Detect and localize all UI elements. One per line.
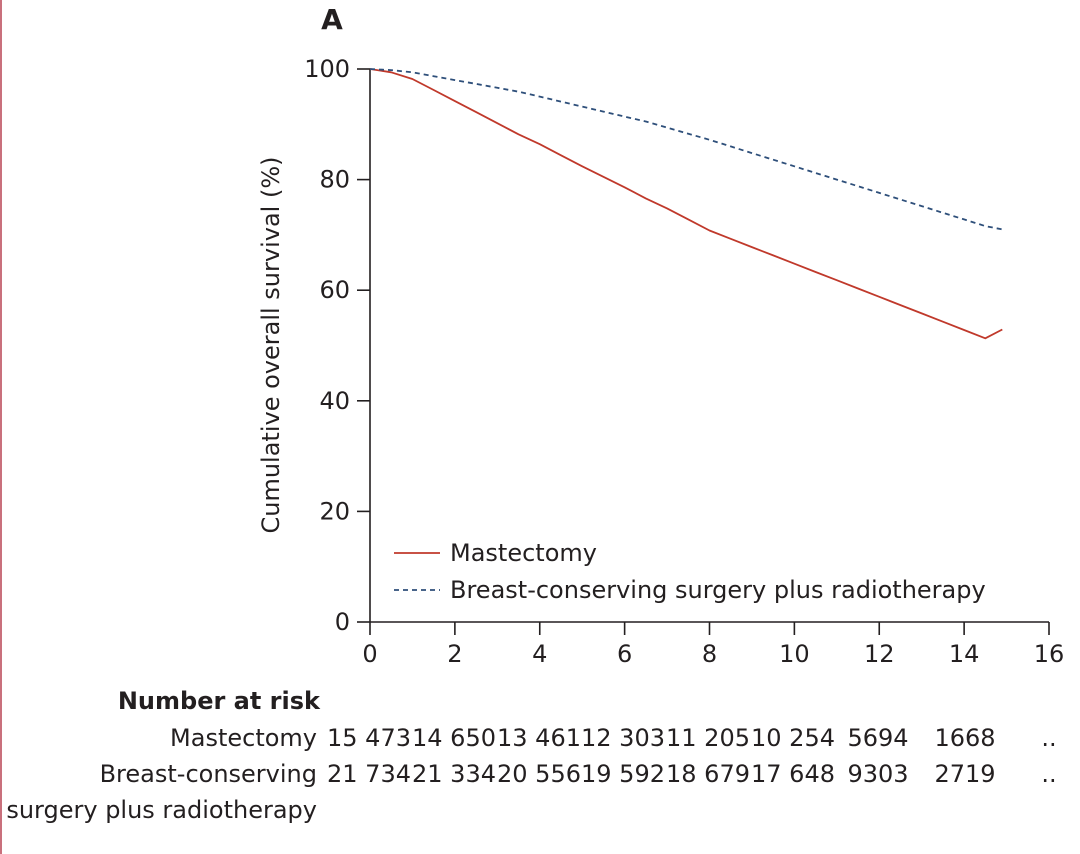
x-tick-label: 8: [702, 640, 717, 668]
panel-label: A: [321, 3, 343, 36]
risk-value: 21 334: [412, 760, 496, 788]
series-line-2: [369, 68, 1003, 231]
risk-value: 15 473: [327, 724, 411, 752]
x-tick-label: 16: [1034, 640, 1065, 668]
series-line-1: [369, 68, 1003, 340]
x-tick-label: 10: [779, 640, 810, 668]
x-tick-label: 2: [447, 640, 462, 668]
y-tick-label: 20: [319, 497, 350, 525]
risk-value: ..: [1041, 724, 1056, 752]
legend-label-2: Breast-conserving surgery plus radiother…: [450, 576, 986, 604]
y-tick-label: 80: [319, 166, 350, 194]
x-tick-label: 4: [532, 640, 547, 668]
x-tick-label: 14: [949, 640, 980, 668]
y-tick-label: 0: [335, 608, 350, 636]
risk-value: 12 303: [581, 724, 665, 752]
x-tick-label: 6: [617, 640, 632, 668]
risk-value: ..: [1041, 760, 1056, 788]
risk-value: 18 679: [666, 760, 750, 788]
legend: Mastectomy Breast-conserving surgery plus…: [394, 539, 986, 604]
risk-value: 10 254: [751, 724, 835, 752]
risk-row-label: Breast-conserving: [100, 760, 317, 788]
risk-value: 13 461: [497, 724, 581, 752]
risk-row-label: Mastectomy: [170, 724, 317, 752]
number-at-risk-table: Number at risk Mastectomy 15 473 14 650 13 4…: [6, 687, 1056, 824]
y-axis-label: Cumulative overall survival (%): [257, 157, 285, 534]
risk-value: 21 734: [327, 760, 411, 788]
risk-value: 5694: [847, 724, 908, 752]
risk-value: 2719: [934, 760, 995, 788]
risk-value: 17 648: [751, 760, 835, 788]
risk-value: 11 205: [666, 724, 750, 752]
risk-value: 19 592: [581, 760, 665, 788]
risk-table-title: Number at risk: [118, 687, 321, 715]
x-tick-label: 0: [362, 640, 377, 668]
y-tick-label: 100: [304, 55, 350, 83]
page-edge-rule: [0, 0, 2, 854]
risk-value: 20 556: [497, 760, 581, 788]
y-tick-label: 60: [319, 276, 350, 304]
risk-row-label: surgery plus radiotherapy: [6, 796, 317, 824]
risk-value: 9303: [847, 760, 908, 788]
y-tick-label: 40: [319, 387, 350, 415]
risk-value: 14 650: [412, 724, 496, 752]
x-tick-label: 12: [864, 640, 895, 668]
axes: 0 20 40 60 80 100 0 2 4 6 8 10 12 14 16: [304, 55, 1064, 668]
legend-label-1: Mastectomy: [450, 539, 597, 567]
series-lines: [369, 68, 1003, 340]
risk-value: 1668: [934, 724, 995, 752]
